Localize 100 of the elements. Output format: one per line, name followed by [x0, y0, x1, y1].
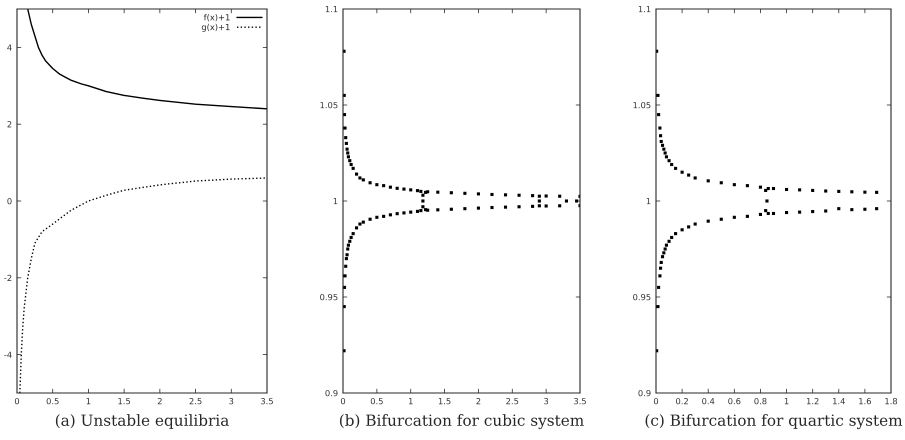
point	[660, 260, 663, 264]
point	[375, 183, 378, 186]
point	[344, 136, 348, 140]
x-tick-label: 0	[340, 398, 346, 404]
point	[402, 188, 406, 191]
point	[680, 170, 684, 174]
point	[343, 274, 347, 278]
point	[657, 113, 660, 116]
point	[358, 222, 362, 226]
x-tick-label: 2	[158, 398, 162, 404]
y-tick-label: 4	[7, 44, 12, 51]
point	[664, 247, 667, 251]
point	[375, 216, 378, 219]
point	[476, 192, 480, 196]
point	[837, 207, 840, 210]
point	[687, 225, 690, 228]
x-tick-label: 2.5	[506, 398, 518, 404]
text: (c) Bifurcation for quartic system	[646, 414, 902, 430]
x-tick-label: 3.5	[574, 398, 586, 404]
point	[664, 151, 667, 155]
point	[657, 286, 660, 289]
legend-label: f(x)+1	[204, 14, 230, 22]
point	[658, 126, 662, 130]
text: (b) Bifurcation for cubic system	[340, 414, 584, 430]
point	[419, 190, 422, 193]
point	[758, 186, 762, 189]
point	[358, 176, 362, 180]
x-tick-label: 2.5	[190, 398, 202, 404]
point	[362, 178, 365, 182]
point	[346, 247, 350, 251]
point	[343, 126, 347, 130]
point	[863, 190, 866, 194]
point	[798, 210, 802, 214]
point	[660, 140, 663, 144]
point	[656, 305, 660, 308]
point	[368, 181, 372, 184]
legend-label: g(x)+1	[202, 24, 230, 32]
point	[490, 192, 494, 196]
point	[504, 206, 508, 209]
x-tick-label: 3	[229, 398, 234, 404]
x-tick-label: 2	[476, 398, 480, 404]
point	[785, 210, 788, 214]
x-tick-label: 1.8	[885, 398, 898, 404]
point	[409, 210, 412, 214]
y-tick-label: 0.95	[320, 294, 338, 300]
x-tick-label: 0	[14, 398, 20, 404]
point	[785, 188, 788, 192]
point	[382, 184, 386, 188]
point	[544, 204, 548, 208]
x-tick-label: 1.6	[859, 398, 871, 404]
point	[746, 184, 749, 188]
x-tick-label: 3	[544, 398, 548, 404]
point	[346, 244, 350, 247]
y-tick-label: 1.05	[320, 102, 338, 108]
point	[350, 162, 353, 166]
point	[346, 155, 350, 158]
point	[463, 207, 466, 210]
y-tick-label: 0	[7, 198, 12, 204]
x-tick-label: 1.2	[806, 398, 818, 404]
y-tick-label: 1.1	[638, 6, 650, 12]
point	[344, 257, 348, 260]
point	[531, 194, 534, 198]
x-tick-label: 0	[654, 398, 658, 404]
point	[344, 142, 348, 145]
point	[463, 192, 466, 195]
point	[668, 159, 671, 162]
point	[362, 220, 365, 224]
point	[664, 244, 668, 247]
x-tick-label: 0.5	[370, 398, 383, 404]
point	[850, 208, 854, 212]
point	[476, 206, 480, 210]
point	[348, 240, 352, 243]
point	[766, 186, 770, 190]
point	[706, 179, 710, 182]
point	[772, 186, 776, 190]
point	[664, 155, 668, 158]
y-tick-label: -4	[4, 352, 12, 358]
point	[450, 191, 453, 194]
x-tick-label: 0.8	[754, 398, 766, 404]
point	[694, 176, 697, 180]
point	[660, 144, 664, 147]
point	[436, 208, 440, 212]
x-tick-label: 1.5	[118, 398, 130, 404]
y-tick-label: 1.1	[326, 6, 338, 12]
point	[402, 211, 406, 214]
x-tick-label: 1	[408, 398, 413, 404]
point	[720, 218, 723, 221]
point	[694, 222, 697, 226]
x-tick-label: 0.2	[676, 398, 688, 404]
point	[352, 232, 355, 236]
point	[863, 208, 866, 211]
point	[850, 190, 854, 194]
point	[662, 251, 666, 254]
y-tick-label: 1.05	[634, 102, 650, 108]
line-series	[19, 177, 267, 393]
point	[875, 190, 878, 194]
point	[538, 199, 541, 203]
y-tick-label: 0.9	[638, 390, 651, 396]
point	[388, 213, 392, 216]
x-tick-label: 3.5	[261, 398, 273, 404]
